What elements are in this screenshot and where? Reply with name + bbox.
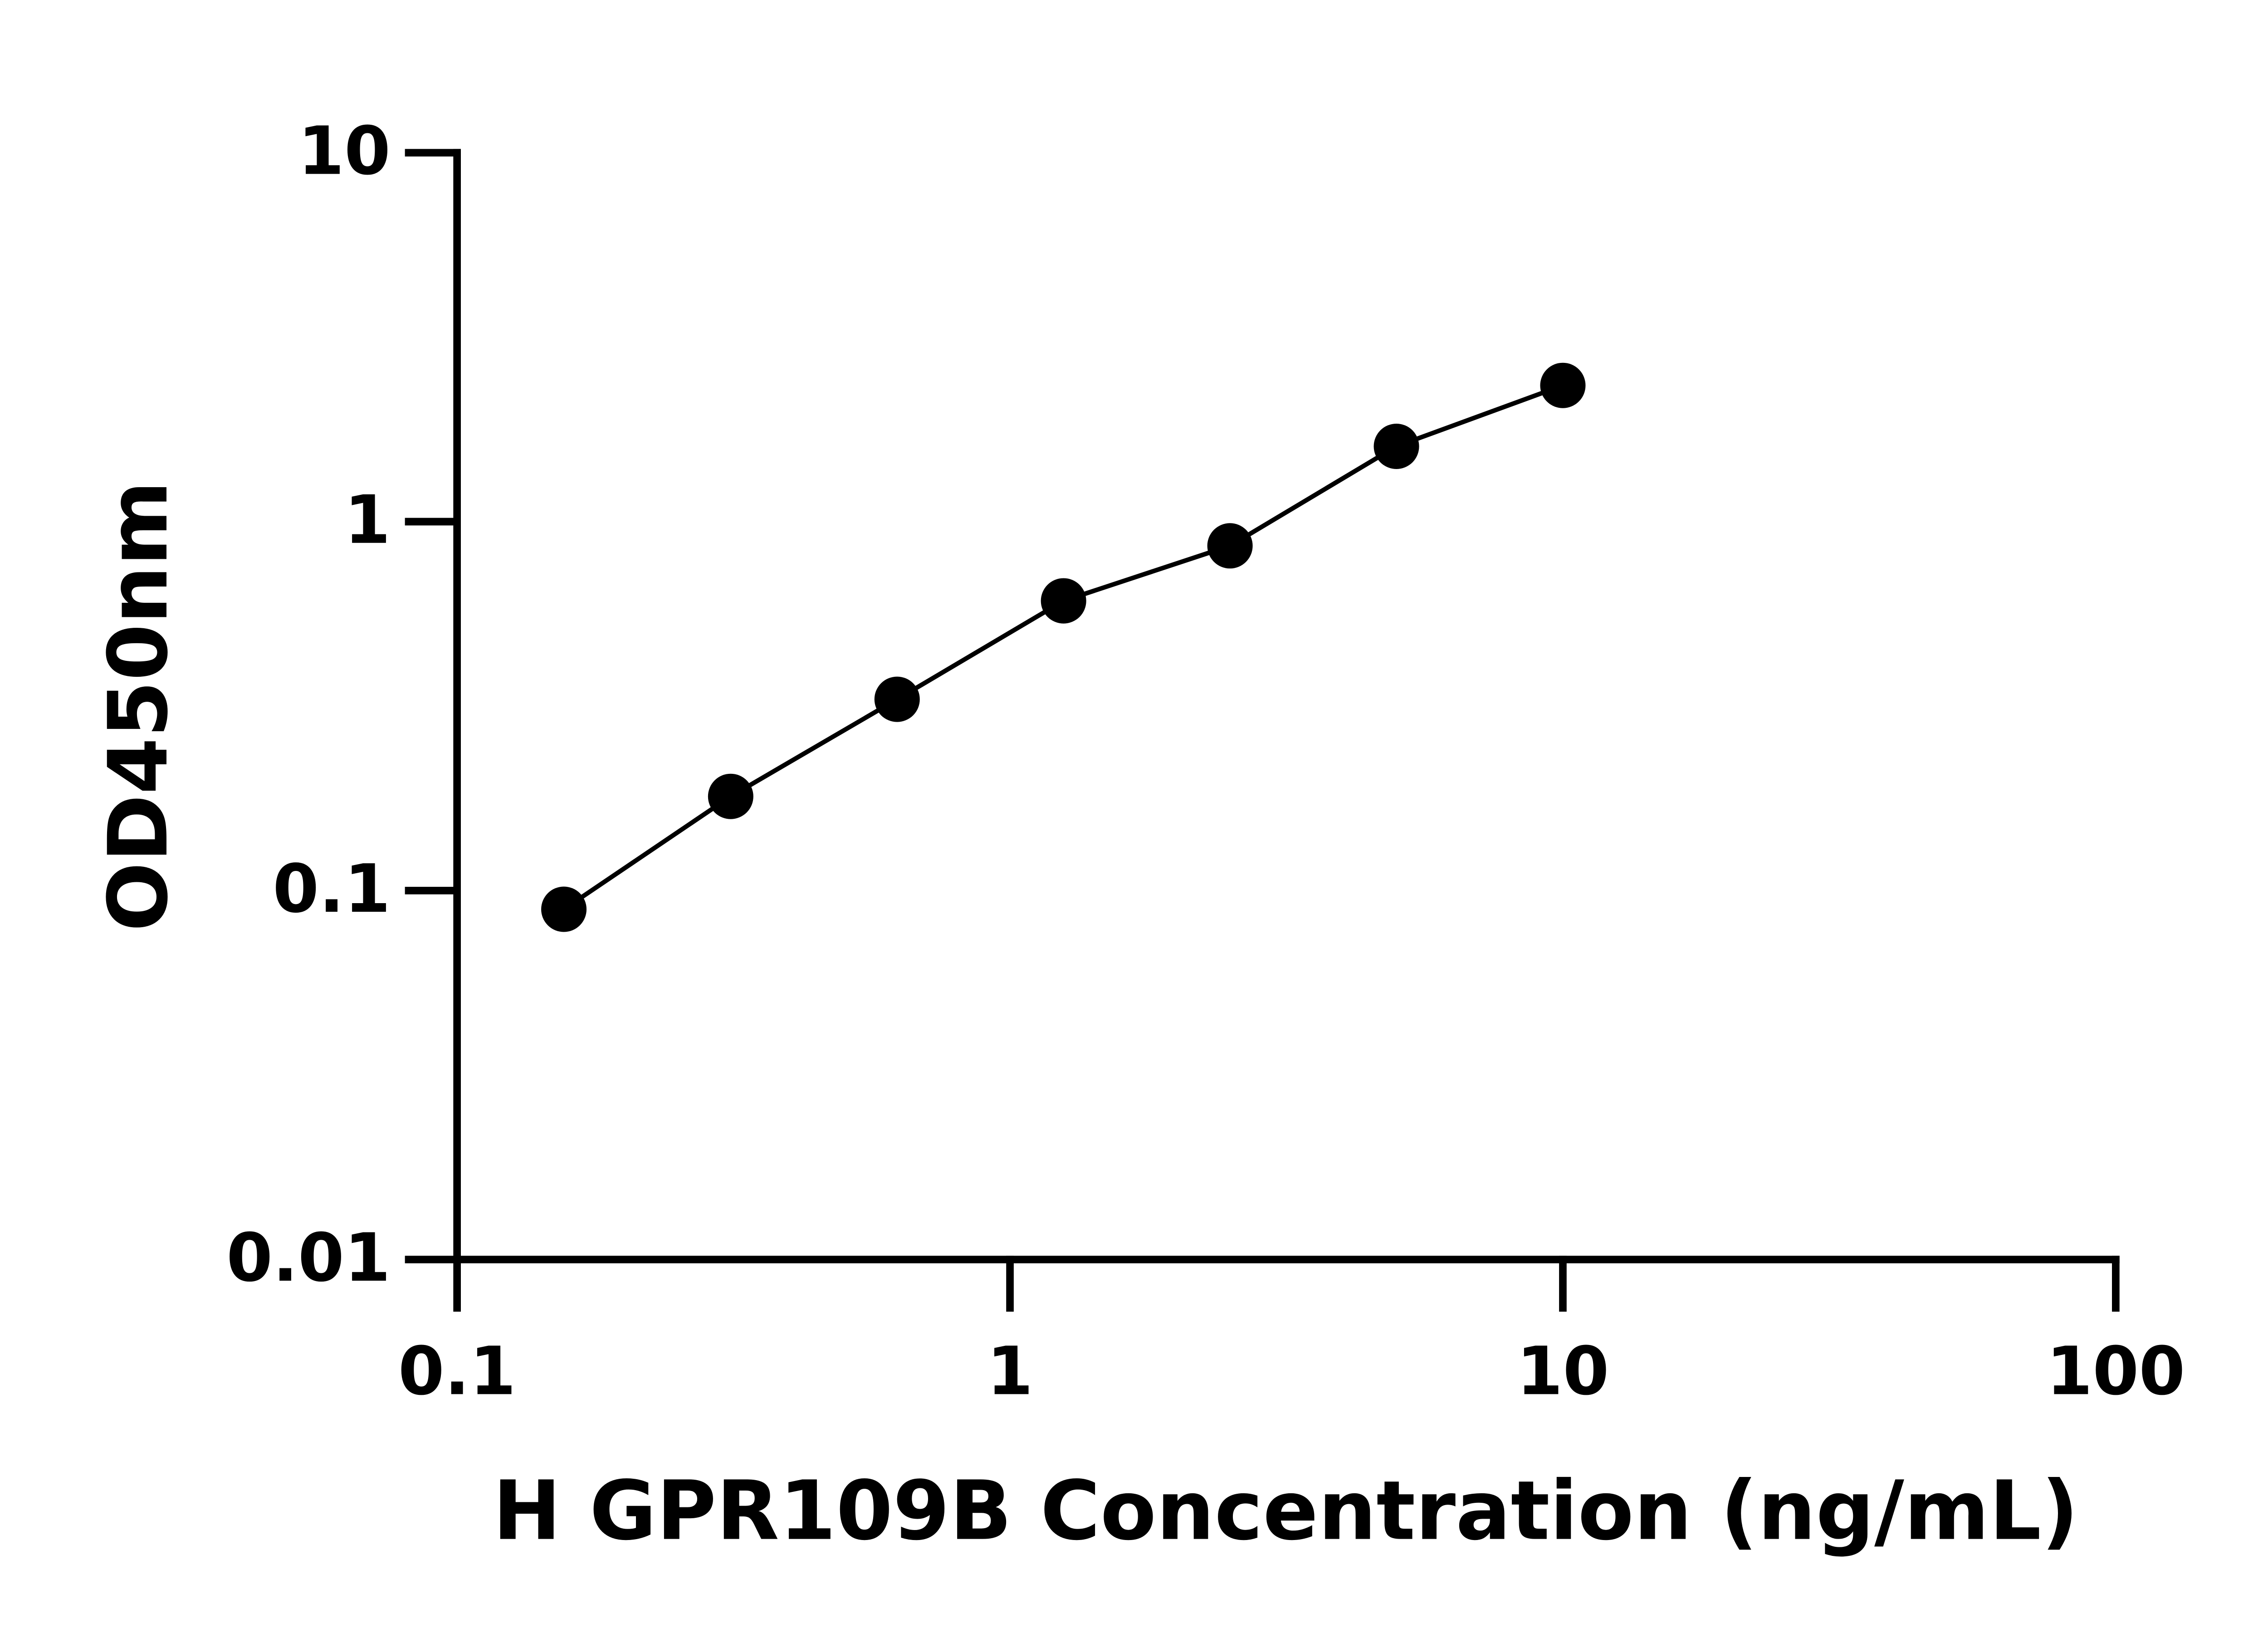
data-point <box>541 886 587 932</box>
y-tick-label: 0.1 <box>273 850 391 928</box>
data-point <box>1207 523 1253 569</box>
x-tick-label: 0.1 <box>398 1332 516 1410</box>
data-point <box>1374 423 1419 469</box>
y-tick-label: 10 <box>298 112 391 190</box>
y-tick-label: 1 <box>344 481 391 559</box>
data-point <box>1540 362 1586 408</box>
fit-line <box>562 383 1564 911</box>
data-point <box>708 773 753 819</box>
x-tick-label: 100 <box>2046 1332 2185 1410</box>
data-point <box>1041 578 1086 624</box>
y-tick-label: 0.01 <box>226 1219 391 1296</box>
data-point <box>874 676 920 722</box>
x-axis-title: H GPR109B Concentration (ng/mL) <box>493 1464 2078 1559</box>
x-tick-label: 1 <box>987 1332 1033 1410</box>
y-axis-title: OD450nm <box>91 481 186 932</box>
x-tick-label: 10 <box>1516 1332 1609 1410</box>
